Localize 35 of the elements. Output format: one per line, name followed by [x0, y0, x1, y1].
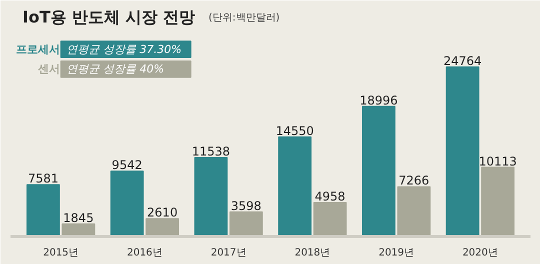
data-label: 10113	[478, 154, 517, 168]
data-label: 11538	[192, 144, 230, 158]
data-label: 4958	[314, 190, 346, 204]
x-tick-label: 2018년	[294, 248, 330, 258]
bar	[481, 166, 514, 236]
bar	[362, 106, 396, 236]
bar	[110, 170, 144, 236]
chart-title: IoT용 반도체 시장 전망	[22, 8, 196, 26]
text: 연평균 성장률 37.30%	[66, 42, 182, 56]
data-label: 2610	[147, 206, 178, 220]
x-tick-label: 2017년	[210, 248, 246, 258]
x-tick-label: 2020년	[462, 248, 498, 258]
bar	[146, 218, 180, 236]
bar	[446, 66, 480, 236]
chart-subtitle: (단위:백만달러)	[208, 12, 280, 24]
bar	[26, 184, 60, 236]
annotation: 연평균 성장률 40%	[66, 62, 164, 76]
data-label: 3598	[230, 198, 262, 213]
bar	[313, 202, 347, 236]
bar	[229, 211, 263, 236]
bar	[194, 156, 228, 236]
data-label: 1845	[63, 210, 94, 225]
text: 프로세서	[16, 42, 60, 56]
data-label: 7266	[398, 174, 430, 188]
bar	[278, 136, 312, 236]
x-tick-label: 2015년	[43, 248, 79, 258]
x-tick-label: 2019년	[378, 248, 414, 258]
data-label: 18996	[360, 93, 398, 108]
text: 센서	[38, 62, 60, 76]
x-tick-label: 2016년	[126, 248, 162, 258]
data-label: 9542	[112, 158, 142, 172]
data-label: 7581	[28, 172, 58, 186]
bar	[397, 186, 431, 236]
data-label: 14550	[276, 124, 314, 138]
data-label: 24764	[443, 54, 482, 68]
